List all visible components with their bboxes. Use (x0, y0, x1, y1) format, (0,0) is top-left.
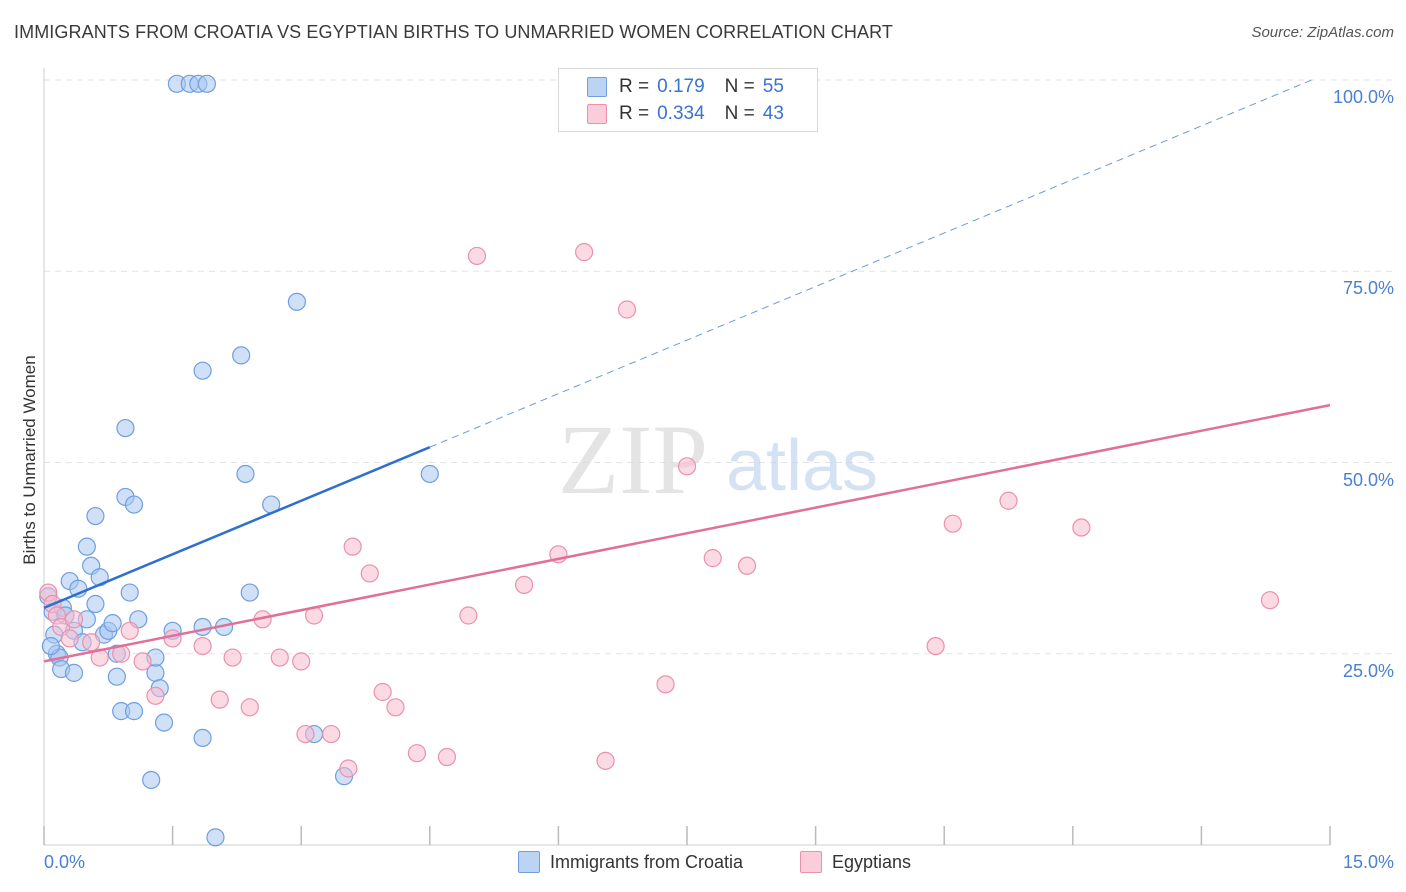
data-point (596, 751, 615, 770)
x-tick-max: 15.0% (1342, 852, 1394, 872)
bottom-legend-label-croatia: Immigrants from Croatia (550, 851, 744, 872)
data-point (60, 629, 79, 648)
data-point (86, 506, 105, 526)
data-point (386, 698, 405, 717)
trend-line-croatia-extension (429, 79, 1312, 448)
data-point (943, 514, 962, 533)
y-tick-label: 100.0% (1332, 87, 1394, 107)
data-point (223, 648, 242, 667)
data-point (292, 652, 311, 671)
data-point (64, 610, 84, 629)
trend-line-croatia (43, 446, 431, 610)
data-point (240, 698, 259, 717)
legend-row-croatia: R = 0.179 N = 55 (587, 75, 784, 99)
data-point (107, 667, 126, 686)
data-point (146, 686, 165, 705)
data-point (77, 537, 96, 556)
data-point (360, 564, 379, 583)
data-point (420, 464, 439, 484)
x-tick-min: 0.0% (44, 852, 86, 872)
trend-lines (43, 79, 1331, 663)
y-tick-label: 25.0% (1342, 660, 1394, 681)
data-point (193, 361, 212, 380)
data-point (926, 636, 945, 656)
data-point (154, 713, 174, 732)
data-point (343, 537, 362, 556)
data-point (86, 594, 105, 614)
data-point (296, 724, 315, 744)
data-point (193, 617, 212, 637)
data-point (163, 629, 182, 648)
legend-n-value: 55 (762, 76, 784, 97)
series-egyptians-points (39, 243, 1280, 778)
chart-title: IMMIGRANTS FROM CROATIA VS EGYPTIAN BIRT… (14, 22, 893, 42)
data-point (1072, 518, 1091, 537)
data-point (656, 675, 675, 694)
data-point (737, 556, 757, 575)
data-point (232, 346, 251, 365)
data-point (206, 828, 225, 847)
legend: R = 0.179 N = 55 R = 0.334 N = 43 (558, 68, 818, 132)
legend-n-label: N = (724, 103, 755, 124)
legend-r-value: 0.179 (657, 76, 705, 97)
data-point (120, 621, 139, 640)
bottom-legend-swatch-croatia (518, 851, 540, 873)
data-point (120, 583, 139, 602)
data-point (82, 633, 101, 652)
data-point (236, 464, 255, 484)
legend-n-value: 43 (762, 103, 784, 124)
axes (43, 68, 1331, 846)
legend-row-egyptians: R = 0.334 N = 43 (587, 102, 784, 126)
data-point (459, 606, 478, 625)
bottom-legend-egyptians: Egyptians (800, 851, 911, 873)
data-point (339, 759, 358, 778)
legend-r-label: R = (619, 103, 650, 124)
data-point (575, 243, 594, 262)
data-point (1260, 591, 1280, 610)
data-point (467, 246, 487, 266)
bottom-legend-label-egyptians: Egyptians (832, 851, 912, 872)
data-point (116, 418, 135, 438)
y-tick-label: 75.0% (1342, 278, 1394, 299)
data-point (197, 74, 216, 93)
series-croatia-points (39, 74, 439, 847)
source-credit: Source: ZipAtlas.com (1251, 24, 1394, 41)
grid-lines (44, 79, 1392, 655)
data-point (193, 636, 212, 656)
data-point (617, 300, 637, 319)
data-point (373, 682, 392, 702)
data-point (41, 636, 60, 656)
data-point (210, 690, 229, 709)
data-point (999, 491, 1018, 510)
data-point (133, 652, 152, 671)
data-point (270, 648, 289, 667)
data-point (407, 744, 427, 763)
watermark-atlas: atlas (726, 426, 878, 506)
legend-swatch-egyptians (587, 104, 607, 124)
data-point (287, 292, 307, 311)
data-point (240, 583, 259, 602)
data-point (64, 663, 84, 682)
legend-swatch-croatia (587, 77, 607, 97)
data-point (322, 724, 341, 744)
trend-line-egyptians (43, 403, 1331, 663)
data-point (677, 457, 697, 476)
legend-r-label: R = (619, 76, 650, 97)
data-point (437, 747, 457, 767)
data-point (193, 728, 212, 748)
legend-n-label: N = (724, 76, 755, 97)
data-point (124, 495, 144, 514)
bottom-legend-swatch-egyptians (800, 851, 822, 873)
data-point (142, 770, 161, 790)
data-point (515, 575, 534, 595)
watermark: ZIP atlas (558, 404, 878, 515)
legend-r-value: 0.334 (657, 103, 705, 124)
data-point (703, 549, 722, 568)
data-point (103, 614, 122, 633)
y-tick-label: 50.0% (1342, 469, 1394, 490)
data-point (124, 702, 144, 721)
bottom-legend-croatia: Immigrants from Croatia (518, 851, 743, 873)
